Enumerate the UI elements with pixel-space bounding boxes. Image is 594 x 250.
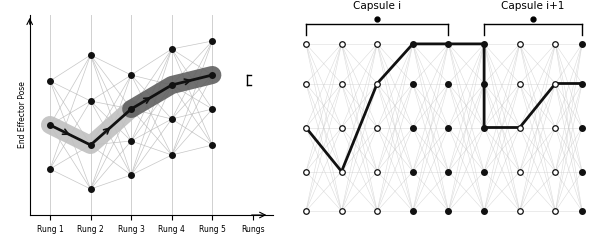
- Y-axis label: End Effector Pose: End Effector Pose: [18, 82, 27, 148]
- Text: Capsule i+1: Capsule i+1: [501, 1, 565, 11]
- Text: Capsule i: Capsule i: [353, 1, 402, 11]
